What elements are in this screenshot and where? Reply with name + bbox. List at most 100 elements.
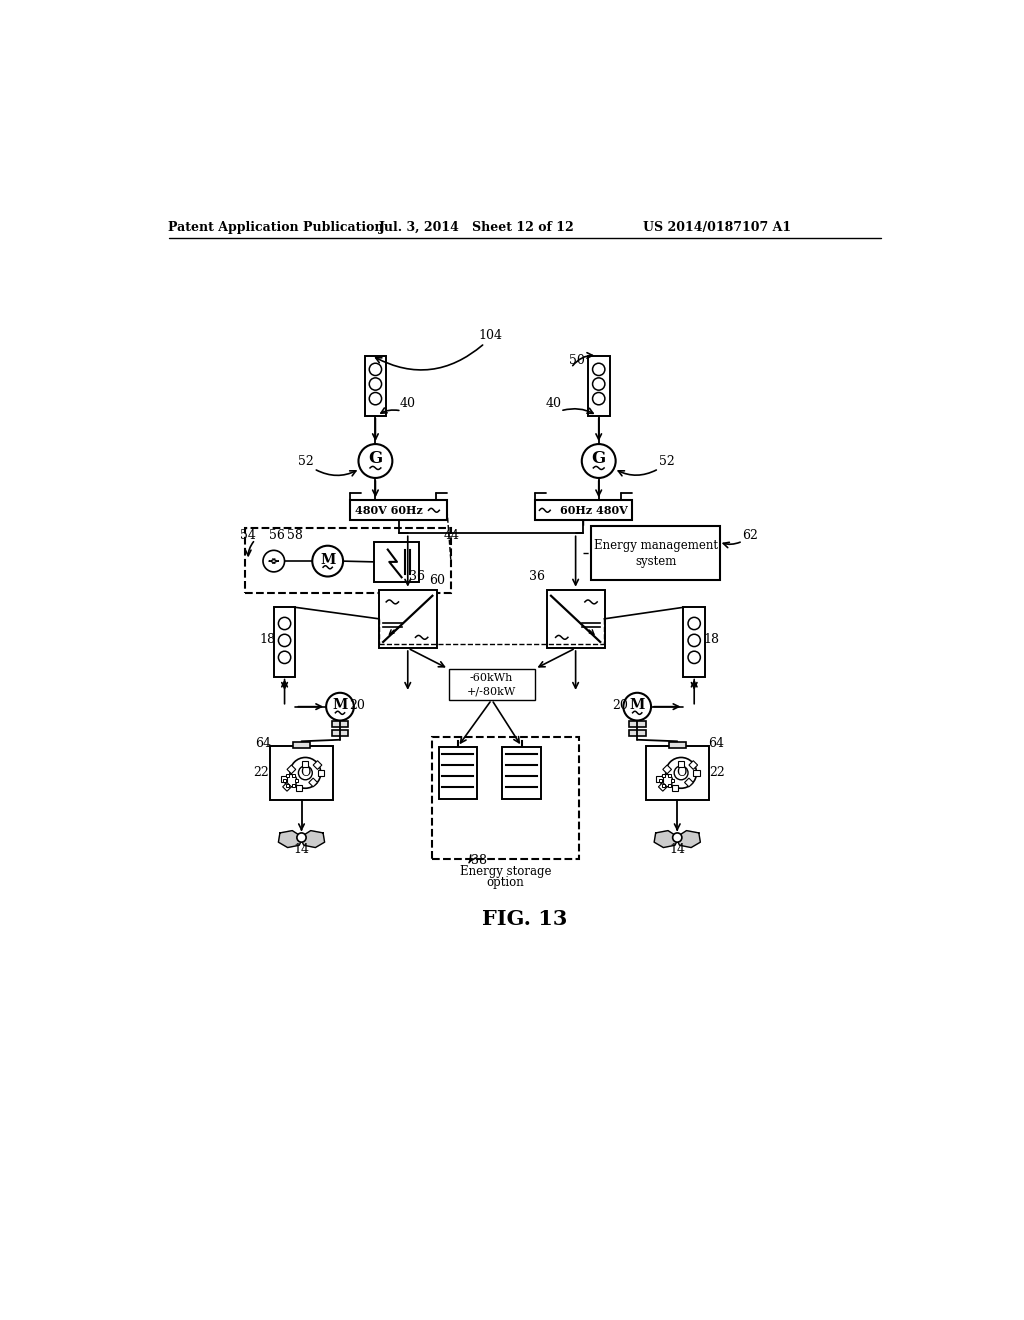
- Circle shape: [660, 775, 673, 787]
- Text: G: G: [369, 450, 383, 467]
- Circle shape: [297, 833, 306, 842]
- Bar: [668, 774, 671, 776]
- Circle shape: [666, 758, 696, 788]
- Bar: [293, 742, 310, 748]
- Bar: [287, 766, 296, 774]
- Bar: [281, 776, 287, 781]
- Bar: [283, 779, 286, 781]
- Circle shape: [582, 444, 615, 478]
- Text: 18: 18: [260, 634, 275, 647]
- Text: FIG. 13: FIG. 13: [482, 909, 567, 929]
- Bar: [671, 779, 674, 781]
- Text: 20: 20: [349, 698, 365, 711]
- Text: 14: 14: [670, 842, 685, 855]
- Text: 480V 60Hz: 480V 60Hz: [355, 504, 423, 516]
- Bar: [658, 779, 662, 781]
- Text: 18: 18: [703, 634, 719, 647]
- Text: O: O: [300, 767, 310, 779]
- Text: M: M: [630, 698, 645, 711]
- Text: M: M: [333, 698, 348, 711]
- Bar: [663, 766, 672, 774]
- Bar: [535, 500, 632, 520]
- Bar: [432, 738, 579, 859]
- Bar: [332, 721, 348, 726]
- Polygon shape: [676, 830, 700, 847]
- Circle shape: [263, 550, 285, 572]
- Circle shape: [624, 693, 651, 721]
- Circle shape: [593, 392, 605, 405]
- Bar: [374, 543, 419, 582]
- Text: 64: 64: [255, 737, 271, 750]
- Text: +/-80kW: +/-80kW: [467, 686, 516, 696]
- Bar: [286, 774, 289, 776]
- Bar: [309, 777, 317, 787]
- Bar: [629, 730, 646, 737]
- Bar: [302, 760, 308, 767]
- Bar: [662, 774, 665, 776]
- Circle shape: [370, 363, 382, 376]
- Text: 22: 22: [254, 767, 269, 779]
- Bar: [629, 721, 646, 726]
- Text: -60kWh: -60kWh: [470, 673, 513, 684]
- Bar: [350, 500, 447, 520]
- Text: 38: 38: [471, 854, 487, 867]
- Circle shape: [673, 833, 682, 842]
- Text: 62: 62: [742, 529, 759, 543]
- Bar: [588, 355, 609, 416]
- Circle shape: [279, 651, 291, 664]
- Text: 52: 52: [658, 454, 675, 467]
- Bar: [678, 760, 684, 767]
- Bar: [292, 784, 295, 788]
- Bar: [547, 590, 605, 648]
- Bar: [683, 607, 705, 677]
- Text: 54: 54: [240, 529, 256, 543]
- Circle shape: [358, 444, 392, 478]
- Circle shape: [298, 766, 312, 780]
- Bar: [438, 747, 477, 799]
- Text: option: option: [486, 875, 524, 888]
- Text: 40: 40: [399, 397, 416, 409]
- Text: 64: 64: [708, 737, 724, 750]
- Bar: [656, 776, 663, 781]
- Text: Energy storage: Energy storage: [460, 865, 551, 878]
- Bar: [689, 760, 697, 770]
- Polygon shape: [654, 830, 679, 847]
- Circle shape: [326, 693, 354, 721]
- Circle shape: [370, 392, 382, 405]
- Circle shape: [285, 775, 297, 787]
- Bar: [317, 770, 324, 776]
- Text: 56: 56: [269, 529, 285, 543]
- Text: 40: 40: [546, 397, 562, 409]
- Text: M: M: [319, 553, 336, 566]
- Bar: [283, 783, 292, 791]
- Circle shape: [688, 651, 700, 664]
- Text: G: G: [592, 450, 606, 467]
- Bar: [685, 777, 693, 787]
- Bar: [286, 784, 289, 788]
- Text: 14: 14: [294, 842, 309, 855]
- Polygon shape: [300, 830, 325, 847]
- Polygon shape: [279, 830, 303, 847]
- Circle shape: [279, 618, 291, 630]
- Bar: [332, 730, 348, 737]
- Bar: [672, 785, 678, 792]
- Circle shape: [688, 618, 700, 630]
- Text: system: system: [635, 554, 677, 568]
- Text: Jul. 3, 2014   Sheet 12 of 12: Jul. 3, 2014 Sheet 12 of 12: [379, 222, 574, 234]
- Text: 44: 44: [443, 529, 460, 543]
- Bar: [365, 355, 386, 416]
- Text: 36: 36: [529, 570, 545, 583]
- Text: US 2014/0187107 A1: US 2014/0187107 A1: [643, 222, 792, 234]
- Text: O: O: [676, 767, 686, 779]
- Bar: [313, 760, 322, 770]
- Text: 36: 36: [409, 570, 425, 583]
- Text: 58: 58: [287, 529, 302, 543]
- Bar: [292, 774, 295, 776]
- Bar: [449, 669, 535, 700]
- Bar: [296, 785, 302, 792]
- Bar: [591, 527, 720, 581]
- Bar: [379, 590, 437, 648]
- Circle shape: [674, 766, 688, 780]
- Circle shape: [290, 758, 321, 788]
- Bar: [270, 746, 333, 800]
